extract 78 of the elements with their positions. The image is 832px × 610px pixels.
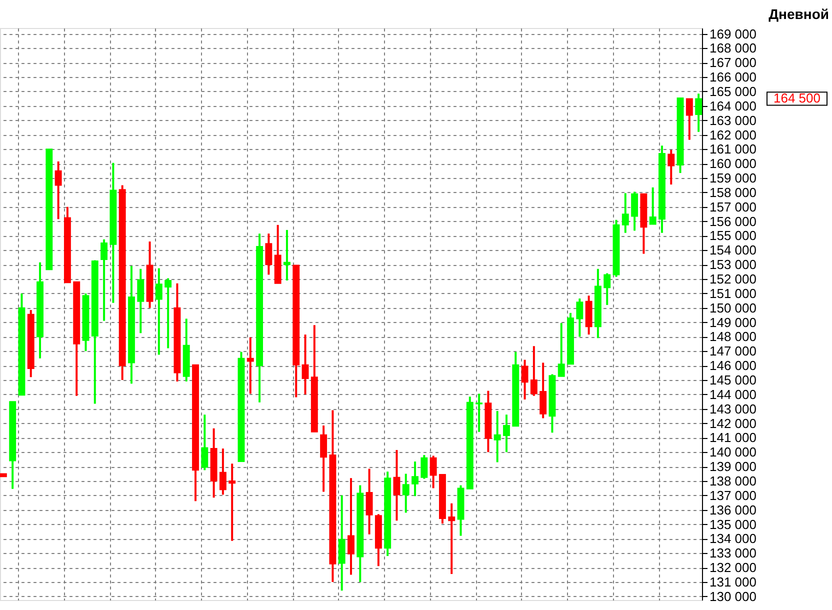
- y-tick-label: 166 000: [710, 70, 756, 85]
- y-tick-label: 131 000: [710, 574, 756, 590]
- candlestick: [412, 460, 418, 498]
- y-tick-label: 165 000: [710, 84, 756, 99]
- candlestick: [155, 267, 162, 356]
- candlestick: [393, 448, 400, 522]
- candlestick: [348, 477, 354, 576]
- candlestick: [540, 362, 547, 420]
- candlestick: [649, 186, 656, 226]
- y-tick-label: 133 000: [710, 546, 756, 561]
- y-tick-label: 156 000: [710, 214, 756, 229]
- y-tick-label: 163 000: [710, 112, 756, 128]
- text: 164 500: [774, 90, 820, 106]
- candlestick: [476, 392, 483, 433]
- y-tick-label: 148 000: [710, 329, 756, 344]
- candlestick: [265, 232, 272, 276]
- candlestick: [558, 322, 565, 378]
- candlestick: [530, 345, 538, 397]
- y-tick-label: 141 000: [710, 430, 756, 446]
- candlestick: [338, 494, 346, 592]
- candlestick: [420, 454, 428, 480]
- y-tick-label: 136 000: [710, 502, 756, 518]
- y-tick-label: 134 000: [710, 531, 756, 546]
- y-tick-label: 150 000: [710, 300, 756, 316]
- candlestick: [137, 268, 144, 334]
- y-tick-label: 157 000: [710, 199, 756, 214]
- y-tick-label: 167 000: [710, 55, 756, 70]
- y-tick-label: 143 000: [710, 401, 756, 416]
- candlestick: [604, 272, 611, 306]
- candlestick: [494, 410, 501, 464]
- candlestick: [576, 297, 584, 338]
- y-tick-label: 147 000: [710, 344, 756, 359]
- y-tick-label: 130 000: [710, 588, 756, 604]
- candlestick: [631, 190, 638, 232]
- candlestick: [284, 228, 290, 282]
- y-tick-label: 153 000: [710, 257, 756, 272]
- y-tick-label: 154 000: [710, 242, 756, 258]
- y-tick-label: 137 000: [710, 488, 756, 503]
- y-tick-label: 135 000: [710, 516, 756, 532]
- y-tick-label: 152 000: [710, 272, 756, 287]
- candlestick: [503, 414, 510, 454]
- candlestick: [100, 238, 108, 322]
- candlestick: [668, 148, 675, 186]
- y-tick-label: 168 000: [710, 40, 756, 56]
- y-tick-label: 155 000: [710, 228, 756, 244]
- candlestick: [686, 98, 693, 141]
- candlestick: [366, 468, 373, 536]
- candlestick: [448, 502, 456, 576]
- candlestick: [402, 472, 410, 514]
- y-tick-label: 161 000: [710, 142, 756, 157]
- y-tick-label: 160 000: [710, 156, 756, 172]
- y-tick-label: 144 000: [710, 386, 756, 402]
- y-tick-label: 142 000: [710, 416, 756, 431]
- y-tick-label: 132 000: [710, 560, 756, 576]
- y-tick-label: 146 000: [710, 358, 756, 374]
- y-tick-label: 149 000: [710, 314, 756, 330]
- candlestick: [219, 448, 226, 496]
- candlestick: [164, 277, 172, 350]
- y-tick-label: 164 000: [710, 98, 756, 114]
- y-tick-label: 159 000: [710, 170, 756, 186]
- candlestick: [228, 462, 236, 542]
- text: Дневной: [768, 6, 829, 22]
- candlestick: [622, 192, 629, 234]
- y-tick-label: 138 000: [710, 473, 756, 488]
- y-tick-label: 151 000: [710, 286, 756, 301]
- candlestick: [246, 336, 254, 395]
- candlestick: [54, 160, 62, 220]
- y-tick-label: 145 000: [710, 372, 756, 388]
- candlestick: [521, 358, 528, 400]
- y-tick-label: 140 000: [710, 444, 756, 460]
- y-tick-label: 169 000: [710, 26, 756, 42]
- y-tick-label: 139 000: [710, 459, 756, 474]
- candlestick: [320, 424, 328, 493]
- candlestick: [302, 334, 309, 396]
- y-tick-label: 162 000: [710, 127, 756, 142]
- candlestick: [430, 454, 437, 490]
- candlestick: [201, 414, 208, 472]
- y-tick-label: 158 000: [710, 184, 756, 200]
